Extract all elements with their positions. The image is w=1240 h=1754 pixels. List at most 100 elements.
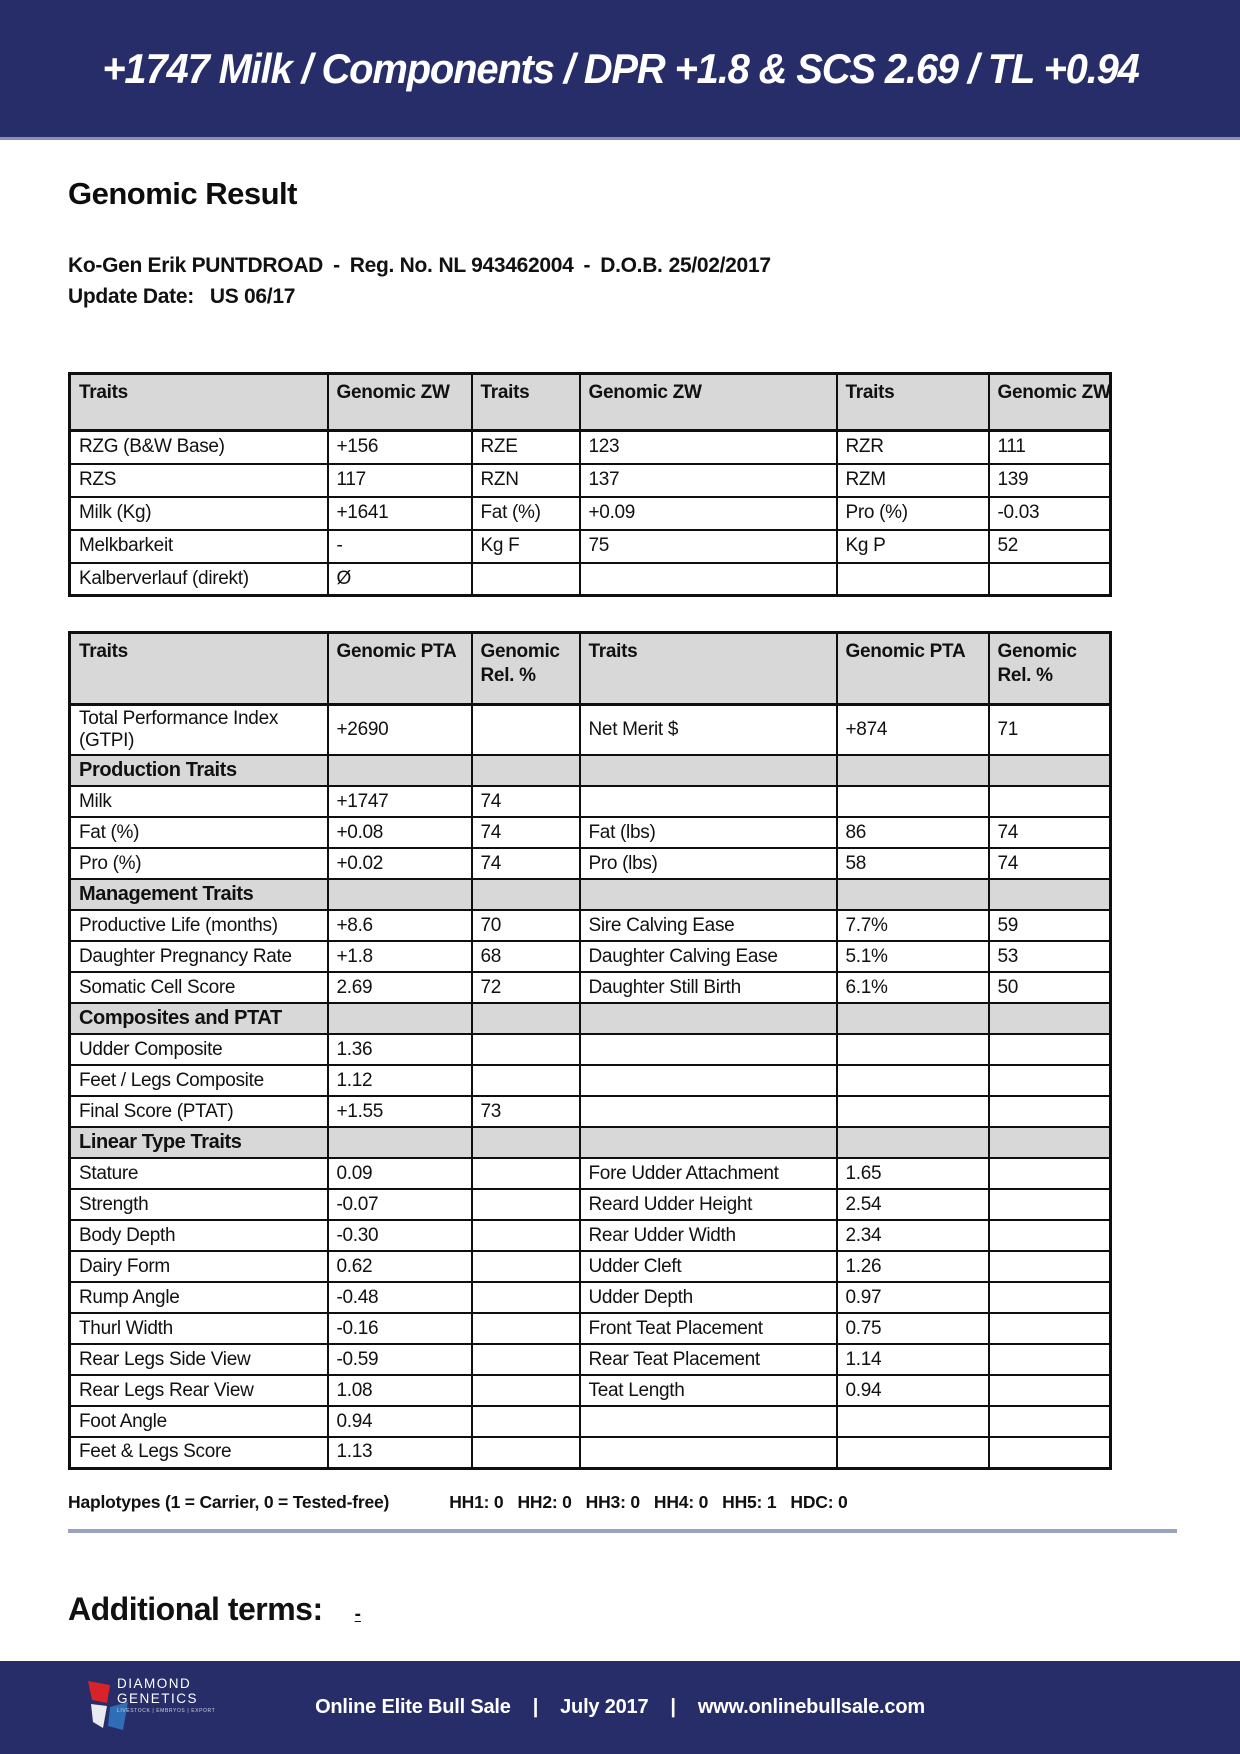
- pta-value-cell: 1.26: [835, 1250, 990, 1283]
- trait-cell: Net Merit $: [578, 703, 838, 756]
- trait-cell: RZN: [470, 462, 581, 498]
- zw-value-cell: -: [326, 528, 473, 564]
- trait-cell: Teat Length: [578, 1374, 838, 1407]
- logo-line2: GENETICS: [117, 1690, 199, 1706]
- rel-value-cell: [987, 1095, 1112, 1128]
- update-date-value: US 06/17: [209, 285, 296, 308]
- pta-value-cell: [835, 1033, 990, 1066]
- pta-value-cell: [835, 1064, 990, 1097]
- trait-cell: Kalberverlauf (direkt): [68, 561, 329, 597]
- rel-value-cell: 72: [470, 971, 581, 1004]
- zw-value-cell: 117: [326, 462, 473, 498]
- rel-value-cell: [987, 1157, 1112, 1190]
- pta-value-cell: 6.1%: [835, 971, 990, 1004]
- pta-value-cell: +1747: [326, 785, 473, 818]
- trait-cell: Rump Angle: [68, 1281, 329, 1314]
- rel-value-cell: 71: [987, 703, 1112, 756]
- trait-cell: Final Score (PTAT): [68, 1095, 329, 1128]
- trait-cell: [578, 1002, 838, 1035]
- bull-name: Ko-Gen Erik PUNTDROAD: [68, 254, 324, 277]
- trait-cell: Milk (Kg): [68, 495, 329, 531]
- pta-value-cell: [326, 1126, 473, 1159]
- rel-value-cell: [987, 1374, 1112, 1407]
- rel-value-cell: [470, 1250, 581, 1283]
- pta-value-cell: [835, 1405, 990, 1438]
- trait-cell: Thurl Width: [68, 1312, 329, 1345]
- table-row: Total Performance Index (GTPI) +2690 Net M…: [68, 703, 1112, 756]
- pta-value-cell: 2.54: [835, 1188, 990, 1221]
- column-header: Traits: [68, 631, 329, 706]
- section-row: Composites and PTAT: [68, 1002, 1112, 1035]
- table-row: RZG (B&W Base) +156 RZE 123 RZR 111: [68, 429, 1112, 465]
- trait-cell: Feet / Legs Composite: [68, 1064, 329, 1097]
- table-row: Fat (%) +0.08 74 Fat (lbs) 86 74: [68, 816, 1112, 849]
- trait-cell: Pro (%): [835, 495, 990, 531]
- pta-value-cell: 0.75: [835, 1312, 990, 1345]
- pta-value-cell: +8.6: [326, 909, 473, 942]
- trait-cell: [470, 561, 581, 597]
- trait-cell: Total Performance Index (GTPI): [68, 703, 329, 756]
- trait-cell: Body Depth: [68, 1219, 329, 1252]
- pta-value-cell: [835, 878, 990, 911]
- rel-value-cell: [987, 1188, 1112, 1221]
- pta-value-cell: +874: [835, 703, 990, 756]
- zw-value-cell: 111: [987, 429, 1112, 465]
- column-header: Traits: [578, 631, 838, 706]
- footer-text-part: July 2017: [560, 1696, 649, 1718]
- table-row: Final Score (PTAT) +1.55 73: [68, 1095, 1112, 1128]
- trait-cell: Rear Legs Rear View: [68, 1374, 329, 1407]
- table-row: Udder Composite 1.36: [68, 1033, 1112, 1066]
- rel-value-cell: [987, 878, 1112, 911]
- table-row: Thurl Width -0.16 Front Teat Placement 0.75: [68, 1312, 1112, 1345]
- rel-value-cell: 59: [987, 909, 1112, 942]
- trait-cell: Pro (%): [68, 847, 329, 880]
- table-row: Foot Angle 0.94: [68, 1405, 1112, 1438]
- haplotype-item: HH1: 0: [449, 1491, 504, 1512]
- rel-value-cell: 74: [987, 816, 1112, 849]
- pta-value-cell: +1.55: [326, 1095, 473, 1128]
- column-header: Genomic ZW: [578, 372, 838, 432]
- additional-terms-value: -: [354, 1603, 361, 1625]
- rel-value-cell: [987, 1436, 1112, 1469]
- pta-value-cell: [835, 1002, 990, 1035]
- rel-value-cell: [470, 1219, 581, 1252]
- diamond-pinwheel-icon: [88, 1681, 128, 1730]
- haplotype-item: HH3: 0: [585, 1491, 640, 1512]
- haplotype-item: HH5: 1: [722, 1491, 777, 1512]
- table-row: Daughter Pregnancy Rate +1.8 68 Daughter Ca…: [68, 940, 1112, 973]
- trait-cell: Strength: [68, 1188, 329, 1221]
- rel-value-cell: [470, 1002, 581, 1035]
- column-header: Traits: [835, 372, 990, 432]
- pta-value-cell: [326, 1002, 473, 1035]
- trait-cell: RZR: [835, 429, 990, 465]
- genomic-zw-table: Traits Genomic ZW Traits Genomic ZW Traits Ge…: [68, 372, 1112, 597]
- trait-cell: [578, 878, 838, 911]
- trait-cell: [835, 561, 990, 597]
- table-header-row: Traits Genomic PTA Genomic Rel. % Traits Gen…: [68, 631, 1112, 706]
- trait-cell: Front Teat Placement: [578, 1312, 838, 1345]
- haplotypes-label: Haplotypes (1 = Carrier, 0 = Tested-free…: [68, 1491, 390, 1512]
- trait-cell: [578, 1126, 838, 1159]
- trait-cell: Melkbarkeit: [68, 528, 329, 564]
- trait-cell: Feet & Legs Score: [68, 1436, 329, 1469]
- rel-value-cell: [987, 1033, 1112, 1066]
- table-row: Strength -0.07 Reard Udder Height 2.54: [68, 1188, 1112, 1221]
- additional-terms-label: Additional terms:: [68, 1590, 323, 1627]
- trait-cell: RZG (B&W Base): [68, 429, 329, 465]
- section-row: Management Traits: [68, 878, 1112, 911]
- diamond-genetics-logo: DIAMOND GENETICS LIVESTOCK | EMBRYOS | E…: [85, 1675, 215, 1731]
- column-header: Genomic PTA: [326, 631, 473, 706]
- trait-cell: Milk: [68, 785, 329, 818]
- rel-value-cell: [470, 754, 581, 787]
- rel-value-cell: 74: [470, 816, 581, 849]
- dob-value: 25/02/2017: [668, 254, 771, 277]
- trait-cell: [578, 1064, 838, 1097]
- trait-cell: Udder Depth: [578, 1281, 838, 1314]
- table-row: Milk (Kg) +1641 Fat (%) +0.09 Pro (%) -0.03: [68, 495, 1112, 531]
- rel-value-cell: [470, 1405, 581, 1438]
- trait-cell: Udder Cleft: [578, 1250, 838, 1283]
- trait-cell: Kg F: [470, 528, 581, 564]
- rel-value-cell: [470, 878, 581, 911]
- zw-value-cell: 137: [578, 462, 838, 498]
- pta-value-cell: [835, 1436, 990, 1469]
